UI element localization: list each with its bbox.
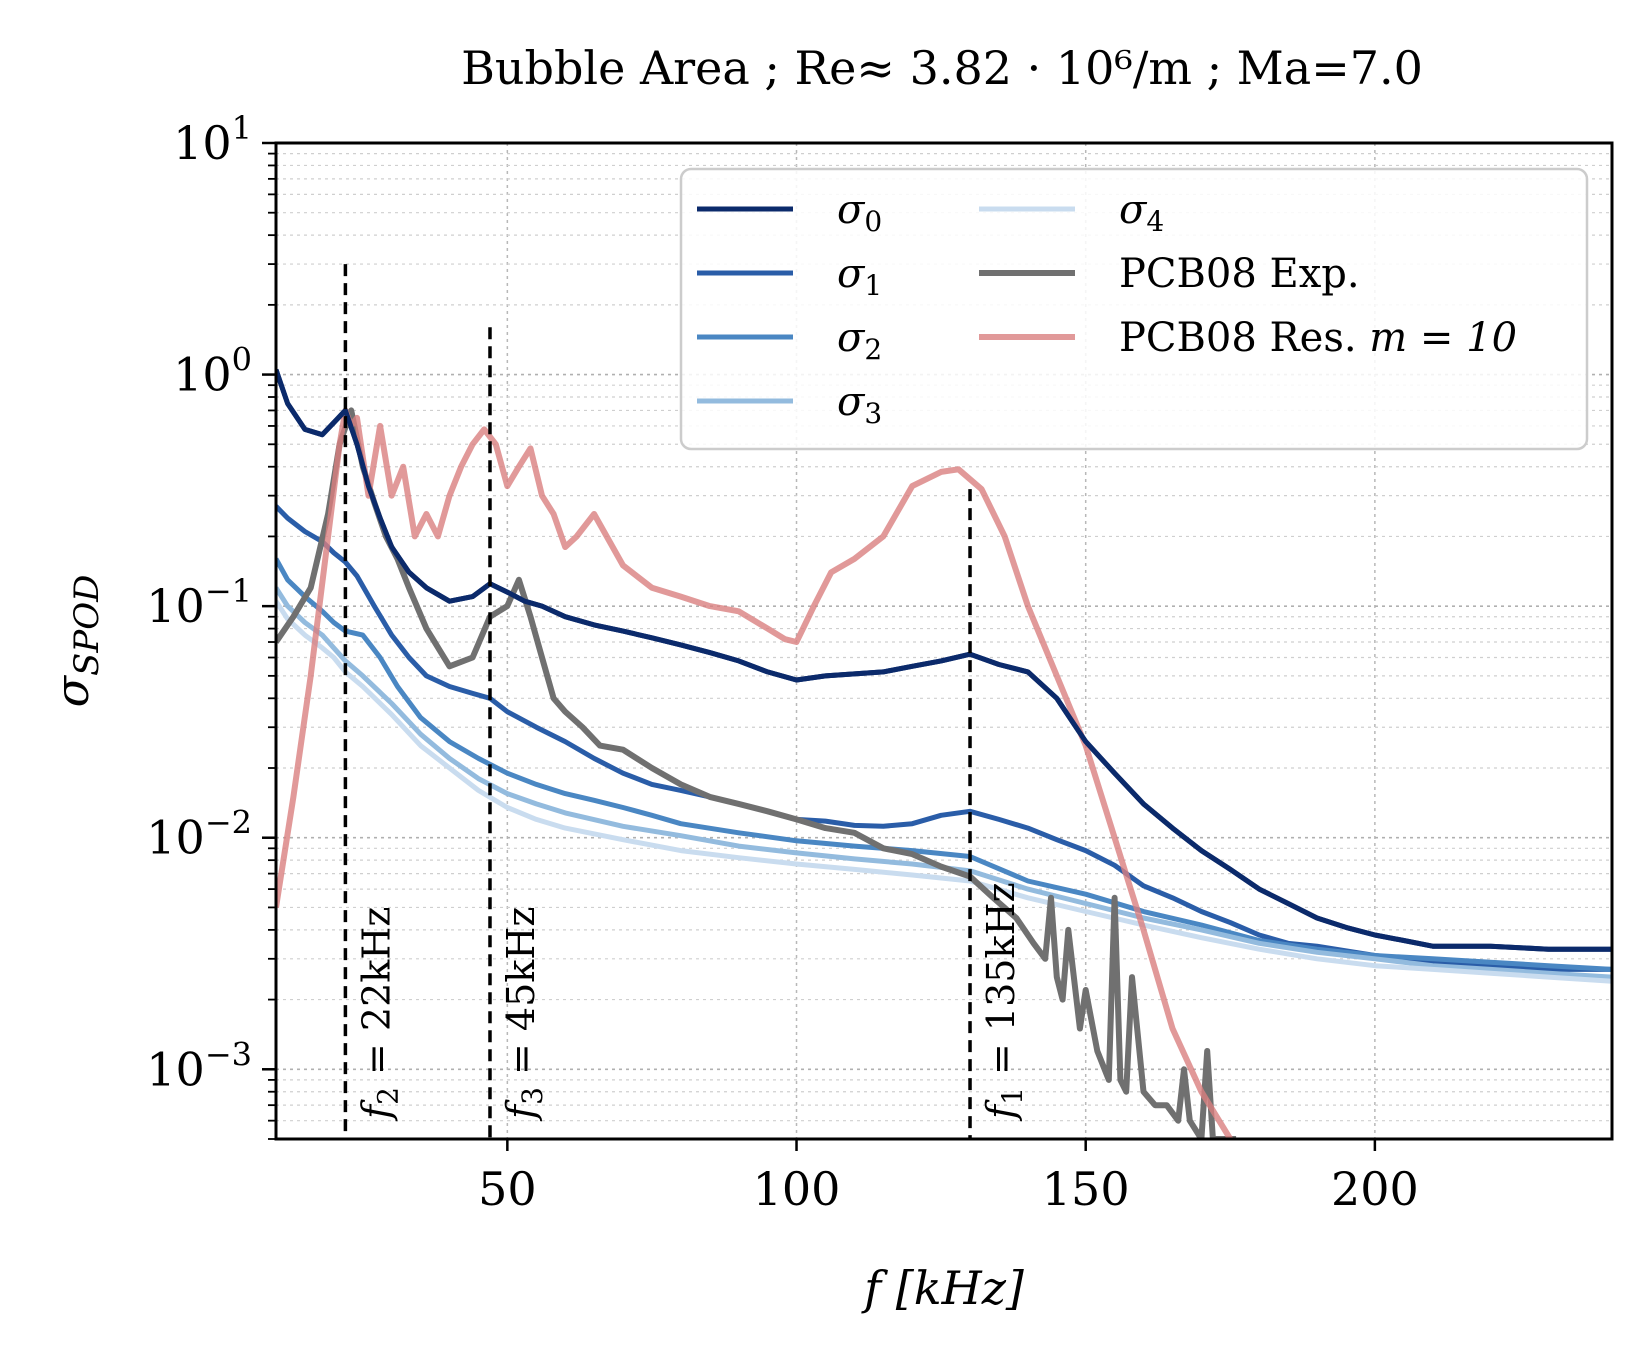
legend-label-2: σ2 [837,315,882,366]
legend-label-3: σ3 [837,379,882,430]
legend-label-5: PCB08 Exp. [1119,251,1360,297]
axis-ticks: 50 100 150 200 10−3 10−2 10−1 100 101 [146,109,1418,1216]
legend-label-0: σ0 [837,187,882,238]
y-axis-label: σSPOD [45,575,107,708]
x-tick-label: 100 [753,1162,841,1216]
svg-text:f3 = 45kHz: f3 = 45kHz [499,907,549,1122]
legend: σ0 σ1 σ2 σ3 σ4 PCB08 Exp. PCB08 Res. m = 10 [679,167,1589,451]
vline-label-subscript: 2 [371,1087,404,1105]
series-line-3 [276,586,1612,980]
series-line-4 [276,599,1612,984]
series-line-2 [276,557,1612,972]
vline-label-subscript: 1 [996,1087,1029,1105]
y-axis-label-symbol: σ [45,674,99,707]
x-tick-label: 200 [1331,1162,1419,1216]
svg-text:f2 = 22kHz: f2 = 22kHz [354,907,404,1122]
vline-label-subscript: 3 [516,1087,549,1105]
series-line-6 [276,407,1233,1139]
frequency-markers: f2 = 22kHz f3 = 45kHz f1 = 135kHz [343,264,1029,1139]
x-axis-label: f [kHz] [861,1261,1024,1315]
plot-frame [274,141,1614,1141]
vline-label-f2: f2 = 22kHz [354,907,404,1122]
series-line-5 [276,407,1237,1139]
y-tick-label: 100 [173,341,252,402]
x-tick-label: 50 [478,1162,537,1216]
legend-label-6: PCB08 Res. m = 10 [1119,315,1517,361]
vline-label-f3: f3 = 45kHz [499,907,549,1122]
vline-label-f1: f1 = 135kHz [979,882,1029,1122]
y-tick-label: 10−2 [146,804,252,865]
legend-label-4: σ4 [1119,187,1164,238]
series-line-0-overlay [276,368,1612,952]
chart-title: Bubble Area ; Re≈ 3.82 · 10⁶/m ; Ma=7.0 [461,41,1423,95]
y-axis-label-subscript: SPOD [67,575,107,676]
y-tick-label: 101 [173,109,252,170]
x-tick-label: 150 [1042,1162,1130,1216]
y-tick-label: 10−3 [146,1035,252,1096]
y-tick-label: 10−1 [146,572,252,633]
series-layer [276,368,1612,1139]
vline-label-text: = 45kHz [499,907,543,1088]
legend-label-1: σ1 [837,251,882,302]
svg-text:f1 = 135kHz: f1 = 135kHz [979,882,1029,1122]
vline-label-text: = 135kHz [979,882,1023,1087]
vline-label-text: = 22kHz [354,907,398,1088]
series-line-1 [276,504,1612,972]
svg-text:σSPOD: σSPOD [45,575,107,708]
legend-box [679,167,1589,451]
